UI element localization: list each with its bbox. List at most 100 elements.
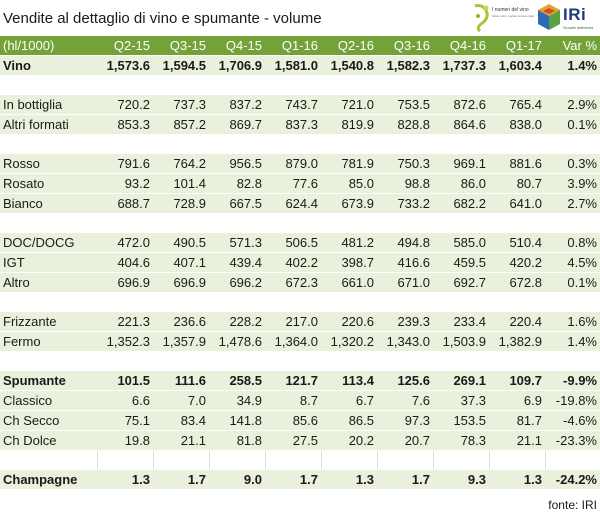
table-row: IGT 404.6 407.1 439.4 402.2 398.7 416.6 459.5 42… (0, 252, 600, 273)
row-label: Bianco (0, 193, 97, 214)
value-cell: 1,594.5 (153, 55, 209, 76)
value-cell: 221.3 (97, 311, 153, 332)
spacer-cell (433, 292, 489, 312)
var-cell: 2.7% (545, 193, 600, 214)
value-cell: 269.1 (433, 370, 489, 391)
value-cell: 696.9 (97, 272, 153, 293)
var-cell: 0.3% (545, 153, 600, 174)
spacer-cell (0, 75, 97, 95)
value-cell: 673.9 (321, 193, 377, 214)
value-cell: 872.6 (433, 94, 489, 115)
value-cell: 1,357.9 (153, 331, 209, 352)
var-cell: -24.2% (545, 469, 600, 490)
spacer-cell (265, 75, 321, 95)
value-cell: 819.9 (321, 114, 377, 135)
value-cell: 720.2 (97, 94, 153, 115)
var-cell: -23.3% (545, 430, 600, 451)
value-cell: 661.0 (321, 272, 377, 293)
value-cell: 6.6 (97, 390, 153, 411)
spacer-cell (321, 351, 377, 371)
row-label: Rosso (0, 153, 97, 174)
value-cell: 236.6 (153, 311, 209, 332)
spacer-cell (153, 75, 209, 95)
var-cell: 2.9% (545, 94, 600, 115)
value-cell: 1,478.6 (209, 331, 265, 352)
value-cell: 571.3 (209, 232, 265, 253)
value-cell: 459.5 (433, 252, 489, 273)
value-cell: 113.4 (321, 370, 377, 391)
value-cell: 1,581.0 (265, 55, 321, 76)
spacer-cell (545, 213, 600, 233)
spacer-cell (0, 134, 97, 154)
var-cell: 1.4% (545, 55, 600, 76)
spacer-cell (97, 450, 154, 470)
wine-swirl-icon (474, 4, 489, 32)
value-cell: 864.6 (433, 114, 489, 135)
value-cell: 1,573.6 (97, 55, 153, 76)
row-label: Classico (0, 390, 97, 411)
spacer-cell (377, 292, 433, 312)
iri-logo-tagline: Growth delivered (563, 25, 594, 30)
var-cell: 0.8% (545, 232, 600, 253)
spacer-cell (489, 134, 545, 154)
value-cell: 21.1 (153, 430, 209, 451)
source-note: fonte: IRI (548, 498, 597, 512)
value-cell: 857.2 (153, 114, 209, 135)
row-label: Vino (0, 55, 97, 76)
value-cell: 1.3 (489, 469, 545, 490)
value-cell: 750.3 (377, 153, 433, 174)
spacer-cell (545, 134, 600, 154)
value-cell: 956.5 (209, 153, 265, 174)
spacer-cell (265, 134, 321, 154)
value-cell: 1,320.2 (321, 331, 377, 352)
row-label: In bottiglia (0, 94, 97, 115)
spacer-cell (377, 351, 433, 371)
value-cell: 220.6 (321, 311, 377, 332)
spacer-cell (265, 213, 321, 233)
value-cell: 9.3 (433, 469, 489, 490)
spacer-cell (209, 75, 265, 95)
var-cell: 0.1% (545, 114, 600, 135)
value-cell: 81.8 (209, 430, 265, 451)
table-row: Fermo 1,352.3 1,357.9 1,478.6 1,364.0 1,320.2… (0, 331, 600, 352)
value-cell: 764.2 (153, 153, 209, 174)
value-cell: 21.1 (489, 430, 545, 451)
column-header: Q2-16 (321, 36, 377, 56)
column-header: Q1-17 (489, 36, 545, 56)
value-cell: 1.3 (97, 469, 153, 490)
value-cell: 1,364.0 (265, 331, 321, 352)
value-cell: 81.7 (489, 410, 545, 431)
value-cell: 37.3 (433, 390, 489, 411)
value-cell: 490.5 (153, 232, 209, 253)
spacer-cell (97, 213, 153, 233)
value-cell: 86.0 (433, 173, 489, 194)
value-cell: 624.4 (265, 193, 321, 214)
spacer-cell (209, 351, 265, 371)
value-cell: 671.0 (377, 272, 433, 293)
spacer-row (0, 134, 600, 154)
row-label: Ch Secco (0, 410, 97, 431)
spacer-cell (209, 213, 265, 233)
value-cell: 737.3 (153, 94, 209, 115)
var-cell: 0.1% (545, 272, 600, 293)
spacer-cell (153, 213, 209, 233)
value-cell: 765.4 (489, 94, 545, 115)
var-cell: -4.6% (545, 410, 600, 431)
value-cell: 80.7 (489, 173, 545, 194)
value-cell: 869.7 (209, 114, 265, 135)
numeri-logo-subtext: Italian wine market & trade data (492, 14, 535, 18)
spacer-cell (433, 213, 489, 233)
table-row: Ch Secco 75.1 83.4 141.8 85.6 86.5 97.3 153.5 81… (0, 410, 600, 431)
var-cell: 1.4% (545, 331, 600, 352)
spacer-cell (153, 292, 209, 312)
table-row: Altri formati 853.3 857.2 869.7 837.3 819.9 82… (0, 114, 600, 135)
value-cell: 85.6 (265, 410, 321, 431)
value-cell: 217.0 (265, 311, 321, 332)
spacer-row (0, 450, 600, 470)
value-cell: 1,503.9 (433, 331, 489, 352)
column-header: Q4-16 (433, 36, 489, 56)
value-cell: 7.0 (153, 390, 209, 411)
numeri-logo-text: I numeri del vino (492, 7, 529, 13)
value-cell: 853.3 (97, 114, 153, 135)
column-header: Q2-15 (97, 36, 153, 56)
